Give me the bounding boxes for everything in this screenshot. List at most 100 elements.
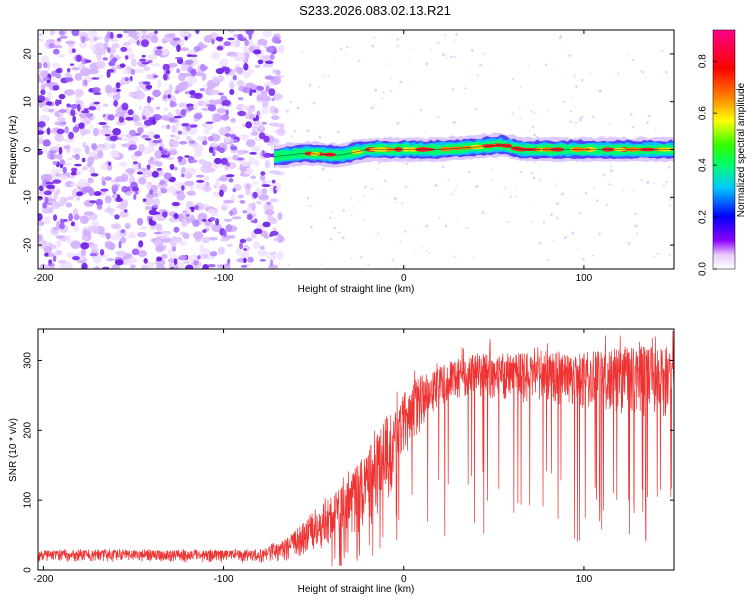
faint-dot: [511, 112, 514, 115]
noise-blob: [107, 161, 112, 166]
noise-blob: [74, 163, 82, 167]
x-tick-label: 0: [401, 574, 407, 585]
noise-blob: [49, 30, 56, 36]
noise-blob: [245, 237, 253, 242]
faint-dot: [468, 170, 471, 174]
faint-dot: [453, 189, 456, 192]
faint-dot: [401, 202, 404, 205]
faint-dot: [563, 100, 566, 104]
noise-blob: [110, 224, 119, 228]
noise-blob: [67, 68, 71, 73]
noise-blob: [167, 62, 178, 68]
noise-blob: [261, 184, 271, 188]
snr-panel: -200 -100 0 100 0 100 200 300 Height of straig…: [8, 328, 675, 595]
noise-blob: [184, 180, 195, 187]
noise-blob: [38, 121, 46, 128]
noise-blob: [138, 105, 143, 111]
noise-blob: [63, 89, 75, 96]
noise-blob: [52, 255, 57, 263]
noise-blob: [232, 155, 238, 161]
faint-dot: [656, 252, 659, 255]
noise-blob: [152, 74, 159, 78]
noise-blob: [143, 119, 153, 127]
faint-dot: [339, 47, 343, 51]
noise-blob: [182, 260, 191, 264]
noise-blob: [185, 213, 190, 218]
faint-dot: [575, 85, 578, 88]
noise-blob: [136, 217, 144, 226]
noise-blob: [205, 121, 214, 125]
noise-blob: [178, 213, 184, 222]
noise-blob: [179, 140, 188, 145]
faint-dot: [290, 135, 293, 138]
noise-blob: [148, 55, 153, 60]
noise-blob: [247, 256, 254, 263]
faint-dot: [527, 64, 530, 67]
noise-blob: [56, 188, 61, 195]
noise-blob: [92, 154, 99, 160]
faint-dot: [321, 167, 325, 171]
noise-blob: [276, 127, 286, 136]
noise-blob: [190, 54, 198, 58]
faint-dot: [396, 201, 398, 204]
noise-blob: [250, 175, 257, 180]
noise-blob: [54, 135, 62, 139]
noise-blob: [138, 240, 144, 248]
faint-dot: [357, 60, 361, 63]
noise-blob: [176, 68, 181, 74]
faint-dot: [278, 262, 281, 265]
noise-blob: [65, 40, 76, 45]
noise-blob: [96, 53, 102, 61]
noise-blob: [140, 225, 147, 230]
noise-blob: [125, 168, 136, 174]
noise-blob: [202, 175, 210, 181]
noise-blob: [185, 172, 193, 179]
noise-blob: [154, 212, 161, 215]
noise-blob: [252, 49, 262, 55]
faint-dot: [363, 194, 366, 197]
faint-dot: [589, 72, 591, 74]
noise-blob: [173, 226, 180, 233]
faint-dot: [445, 57, 448, 60]
noise-blob: [153, 157, 158, 162]
faint-dot: [455, 184, 458, 186]
faint-dot: [351, 214, 353, 216]
noise-blob: [81, 236, 89, 241]
noise-blob: [259, 259, 267, 262]
noise-blob: [184, 59, 194, 65]
faint-dot: [377, 232, 379, 235]
noise-blob: [97, 144, 107, 149]
noise-blob: [200, 63, 206, 72]
noise-blob: [227, 37, 235, 41]
noise-blob: [232, 187, 237, 193]
faint-dot: [331, 211, 333, 213]
noise-blob: [125, 116, 134, 121]
noise-blob: [174, 89, 180, 94]
noise-blob: [52, 214, 58, 221]
noise-blob: [246, 213, 253, 221]
faint-dot: [661, 49, 664, 52]
noise-blob: [115, 88, 121, 92]
noise-blob: [78, 178, 88, 188]
noise-blob: [40, 55, 50, 64]
noise-blob: [79, 41, 87, 48]
noise-blob: [211, 89, 220, 95]
faint-dot: [320, 263, 322, 266]
noise-blob: [101, 125, 111, 129]
noise-blob: [72, 115, 77, 123]
noise-blob: [175, 126, 180, 133]
faint-dot: [491, 168, 494, 171]
faint-dot: [538, 241, 542, 245]
faint-dot: [410, 48, 412, 50]
noise-blob: [142, 81, 151, 85]
noise-blob: [91, 143, 98, 151]
noise-blob: [131, 248, 140, 256]
noise-blob: [240, 53, 246, 62]
colorbar-tick-label: 0.0: [698, 262, 709, 276]
faint-dot: [425, 224, 429, 228]
faint-dot: [347, 46, 349, 48]
faint-dot: [414, 252, 416, 255]
noise-blob: [38, 32, 44, 37]
noise-blob: [124, 222, 131, 230]
noise-blob: [63, 145, 70, 150]
